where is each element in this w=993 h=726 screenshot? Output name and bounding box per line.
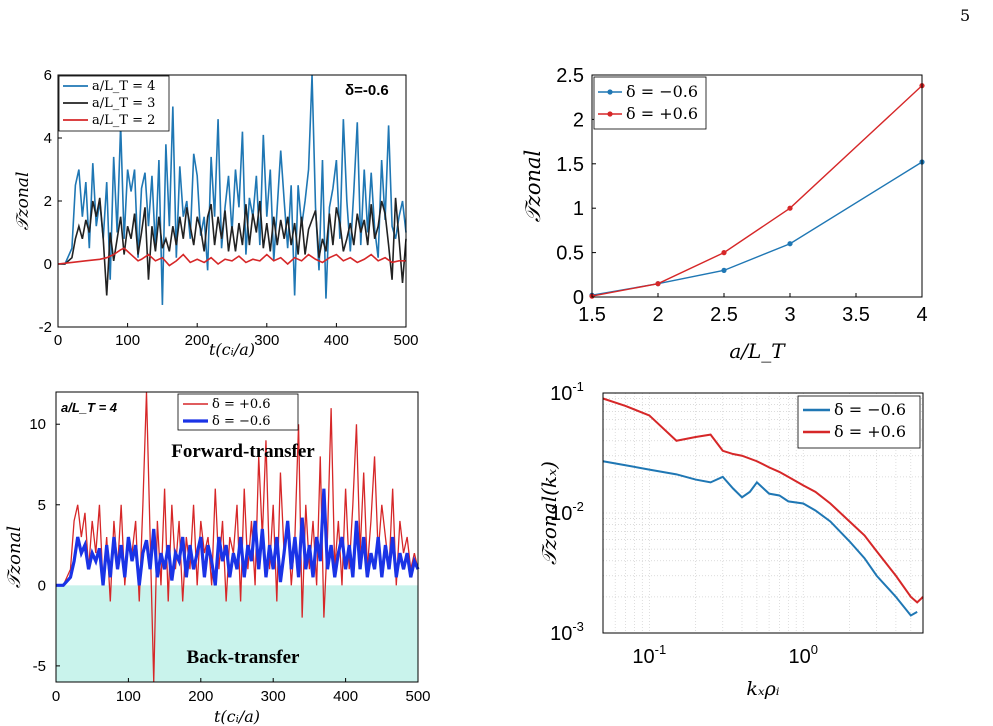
y-tick-label: 2 (573, 109, 584, 131)
x-axis-label: kₓρᵢ (746, 678, 779, 700)
x-tick-label: 400 (324, 332, 349, 349)
x-tick-label: 4 (916, 304, 927, 326)
x-tick-label: 100 (116, 688, 141, 705)
legend-entry: a/L_T = 4 (92, 79, 155, 94)
x-tick-label: 200 (188, 688, 213, 705)
series-line (57, 247, 406, 267)
back-transfer-region (56, 585, 418, 682)
y-tick-label: 4 (44, 130, 52, 147)
legend-entry: δ = +0.6 (626, 104, 698, 123)
legend-entry: δ = −0.6 (212, 414, 271, 429)
plot-frame (55, 391, 419, 683)
y-tick-label: 5 (38, 497, 46, 514)
x-tick-label: 100 (115, 332, 140, 349)
x-axis-label: t(cᵢ/a) (214, 707, 260, 726)
x-tick-label: 0 (54, 332, 62, 349)
y-tick-label: 0 (573, 287, 584, 309)
y-axis-label: 𝒯zonal (13, 172, 33, 231)
series-line (58, 74, 407, 305)
x-axis-label: a/L_T (729, 339, 786, 363)
legend: a/L_T = 4 a/L_T = 3 a/L_T = 2 (58, 75, 170, 132)
series-line (56, 488, 420, 587)
x-tick-label: 300 (254, 332, 279, 349)
y-tick-label: -5 (33, 658, 46, 675)
plot-frame (591, 74, 923, 298)
legend: δ = −0.6 δ = +0.6 (593, 76, 707, 130)
x-tick-label: 500 (405, 688, 430, 705)
x-tick-label: 400 (333, 688, 358, 705)
plot-frame (602, 392, 924, 634)
x-tick-label: 3 (784, 304, 795, 326)
legend-entry: a/L_T = 2 (92, 113, 155, 128)
y-tick-label: 0 (44, 256, 52, 273)
y-tick-label: 1 (573, 198, 584, 220)
y-tick-label: 1.5 (556, 154, 584, 176)
x-tick-label: 2 (652, 304, 663, 326)
y-axis-label: 𝒯zonal(kₓ) (537, 461, 561, 565)
x-tick-label: 3.5 (842, 304, 870, 326)
x-tick-label: 300 (261, 688, 286, 705)
legend-entry: δ = −0.6 (834, 400, 906, 419)
y-tick-label: 2 (44, 193, 52, 210)
legend-entry: a/L_T = 3 (92, 96, 155, 111)
y-tick-label: 6 (44, 67, 52, 84)
data-point (721, 267, 727, 273)
y-tick-label: 0.5 (556, 243, 584, 265)
y-tick-label: 2.5 (556, 65, 584, 87)
x-tick-label: 1.5 (578, 304, 606, 326)
series-line (56, 391, 419, 683)
data-point (655, 281, 661, 287)
y-tick-label: -2 (39, 319, 52, 336)
legend: δ = −0.6 δ = +0.6 (797, 395, 921, 449)
gradient-annotation: a/L_T = 4 (61, 400, 118, 415)
back-transfer-label: Back-transfer (187, 647, 300, 668)
x-tick-label: 2.5 (710, 304, 738, 326)
forward-transfer-label: Forward-transfer (171, 441, 315, 462)
legend-entry: δ = +0.6 (834, 422, 906, 441)
series-line (602, 460, 918, 617)
plot-frame (57, 74, 407, 328)
series-line (602, 397, 924, 604)
x-tick-label: 500 (393, 332, 418, 349)
data-point (787, 241, 793, 247)
x-axis-label: t(cᵢ/a) (209, 340, 255, 359)
y-tick-label: 0 (38, 577, 46, 594)
x-tick-label: 10-1 (632, 642, 666, 668)
legend-marker (607, 89, 613, 95)
x-tick-label: 100 (788, 642, 817, 668)
y-tick-label: 10-3 (550, 619, 584, 645)
delta-annotation: δ=-0.6 (345, 82, 389, 99)
legend-entry: δ = +0.6 (212, 397, 271, 412)
y-axis-label: 𝒯zonal (4, 526, 25, 588)
y-tick-label: 10 (29, 416, 46, 433)
y-tick-label: 10-1 (550, 379, 584, 405)
data-point (721, 250, 727, 256)
x-tick-label: 0 (52, 688, 60, 705)
page-number: 5 (960, 6, 971, 25)
legend: δ = +0.6 δ = −0.6 (177, 393, 299, 431)
data-point (787, 205, 793, 211)
y-axis-label: 𝒯zonal (521, 150, 545, 223)
y-tick-label: 10-2 (550, 499, 584, 525)
legend-marker (607, 111, 613, 117)
legend-entry: δ = −0.6 (626, 82, 698, 101)
x-tick-label: 200 (185, 332, 210, 349)
series-line (58, 197, 407, 296)
